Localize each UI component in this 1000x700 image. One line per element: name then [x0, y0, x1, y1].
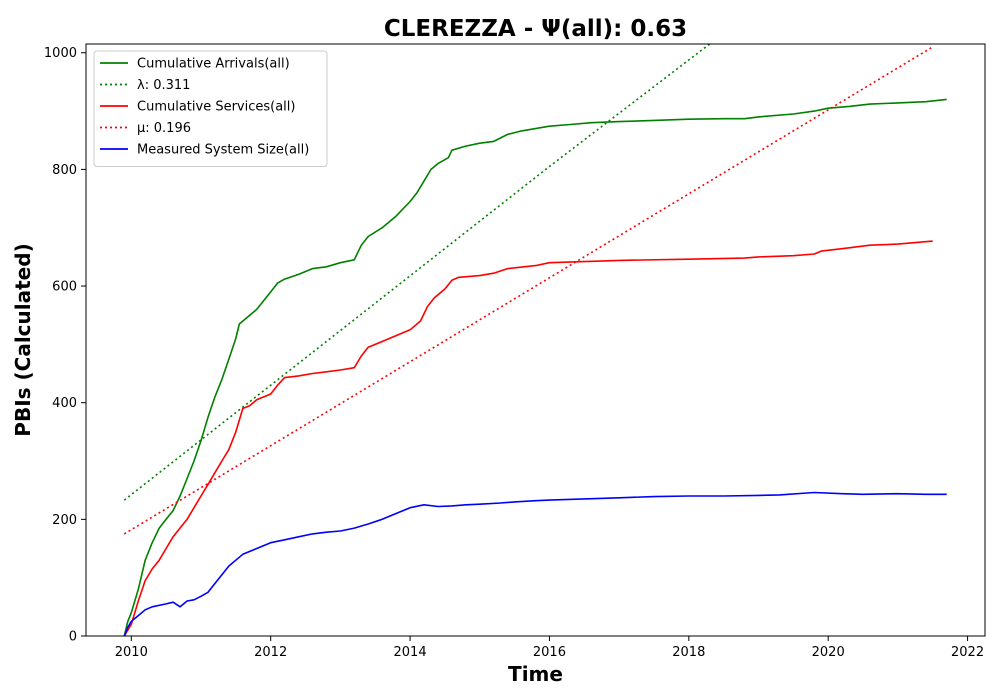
- x-tick-label: 2016: [533, 645, 566, 660]
- series-line-5: [123, 491, 947, 636]
- x-tick-label: 2014: [394, 645, 427, 660]
- chart-title: CLEREZZA - Ψ(all): 0.63: [384, 16, 687, 42]
- legend-label: Measured System Size(all): [137, 143, 309, 158]
- series-line-2: [123, 44, 711, 501]
- y-tick-label: 1000: [44, 46, 77, 61]
- series-layer: [123, 44, 947, 636]
- y-tick-label: 400: [52, 396, 77, 411]
- x-tick-label: 2020: [812, 645, 845, 660]
- y-axis-label: PBIs (Calculated): [11, 243, 35, 436]
- x-axis: 2010 2012 2014 2016 2018 2020 2022: [115, 636, 984, 660]
- y-tick-label: 0: [69, 630, 77, 645]
- x-tick-label: 2012: [254, 645, 287, 660]
- legend-label: Cumulative Arrivals(all): [137, 57, 290, 72]
- series-line-1: [123, 98, 947, 636]
- legend: Cumulative Arrivals(all) λ: 0.311 Cumulati…: [93, 50, 328, 167]
- legend-label: μ: 0.196: [137, 121, 191, 136]
- series-line-4: [123, 46, 934, 535]
- x-tick-label: 2010: [115, 645, 148, 660]
- y-tick-label: 200: [52, 513, 77, 528]
- legend-box: [93, 50, 328, 167]
- y-tick-label: 800: [52, 163, 77, 178]
- x-axis-label: Time: [508, 662, 563, 686]
- x-tick-label: 2022: [951, 645, 984, 660]
- plot-frame: [85, 43, 986, 637]
- legend-label: Cumulative Services(all): [137, 100, 295, 115]
- x-tick-label: 2018: [672, 645, 705, 660]
- y-axis: 0 200 400 600 800 1000: [44, 46, 86, 645]
- legend-label: λ: 0.311: [137, 78, 190, 93]
- series-line-3: [123, 240, 933, 636]
- y-tick-label: 600: [52, 280, 77, 295]
